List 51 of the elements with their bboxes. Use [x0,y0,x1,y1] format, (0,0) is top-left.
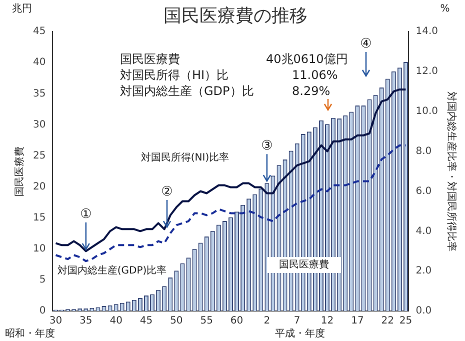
annotation: ② [161,184,173,200]
y2-tick-label: 0.0 [416,306,432,317]
chart-title: 国民医療費の推移 [164,5,308,26]
x-tick-label: 7 [294,316,300,327]
annotation: 対国内総生産（GDP）比 [120,84,254,98]
annotation: ① [80,206,92,222]
y2-tick-label: 10.0 [416,106,438,118]
annotation: ③ [261,138,273,154]
text: 昭和・年度 [5,328,55,340]
y2-tick-label: 14.0 [416,26,438,38]
x-tick-label: 40 [110,316,122,327]
text: 対国民所得(NI)比率 [140,152,230,164]
y2-tick-label: 2.0 [416,266,432,277]
x-tick-label: 45 [140,316,153,327]
text: % [440,4,450,15]
y-tick-label: 45 [32,26,46,38]
annotation: 8.29% [292,84,330,98]
annotation: 国民医療費 [120,52,180,66]
y-tick-label: 15 [32,212,46,224]
y-tick-label: 30 [32,119,46,130]
y2-tick-label: 12.0 [416,66,438,78]
y-tick-label: 0 [39,306,46,317]
x-tick-label: 25 [399,316,412,327]
y-tick-label: 5 [39,274,46,286]
y2-tick-label: 6.0 [416,186,432,197]
y2-axis-title: 対国内総生産比率・対国民所得比率 [445,91,458,252]
text: 兆円 [12,2,32,15]
x-tick-label: 22 [381,316,394,327]
annotation: ④ [360,36,372,52]
x-tick-label: 35 [80,316,92,327]
y2-tick-label: 8.0 [416,146,432,157]
x-tick-label: 50 [170,316,183,327]
series-label: 対国内総生産(GDP)比率 [57,264,167,277]
x-tick-label: 2 [264,316,270,327]
y-tick-label: 40 [32,57,46,68]
y-tick-label: 10 [32,244,46,255]
x-tick-label: 12 [320,316,334,327]
annotation: 対国民所得（HI）比 [120,68,229,82]
x-tick-label: 17 [351,316,364,327]
x-tick-label: 30 [49,316,62,327]
series-label: 国民医療費 [279,258,329,271]
y-tick-label: 20 [32,181,46,192]
y-tick-label: 25 [32,150,46,162]
x-tick-label: 60 [230,316,244,327]
y2-tick-label: 4.0 [416,226,432,237]
y-tick-label: 35 [32,88,46,100]
x-axis-title: 平成・年度 [275,328,325,340]
annotation: 40兆0610億円 [266,52,348,66]
y-axis-title: 国民医療費 [14,146,26,196]
x-tick-label: 55 [200,316,213,327]
annotation: 11.06% [292,68,338,82]
